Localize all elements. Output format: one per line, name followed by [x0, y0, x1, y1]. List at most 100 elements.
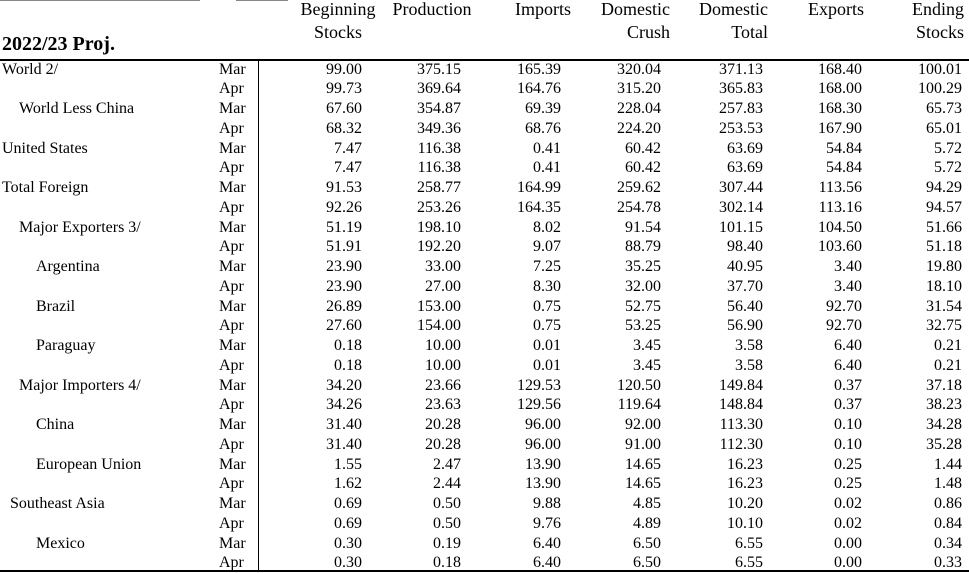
table-cell-value: 0.41	[533, 139, 561, 157]
table-cell-value: 4.89	[633, 514, 661, 532]
table-row-region-label: Southeast Asia	[10, 495, 105, 512]
table-cell-value: 104.50	[818, 218, 862, 236]
table-cell-value: 92.70	[826, 297, 862, 315]
header-top-rule-mid	[236, 0, 288, 1]
column-header-line1: Ending	[912, 0, 964, 19]
column-header-line1: Imports	[515, 0, 571, 19]
table-cell-value: 119.64	[617, 396, 661, 414]
table-cell-value: 2.47	[433, 455, 461, 473]
table-cell-value: 6.40	[834, 337, 862, 354]
table-cell-value: 37.18	[926, 376, 962, 394]
table-cell-value: 35.28	[926, 435, 962, 453]
table-cell-value: 320.04	[617, 60, 661, 78]
table-cell-value: 302.14	[719, 198, 763, 216]
table-cell-value: 14.65	[625, 455, 661, 473]
table-cell-value: 0.69	[334, 495, 362, 512]
table-cell-value: 167.90	[818, 119, 862, 137]
table-cell-value: 91.54	[625, 218, 661, 236]
table-cell-value: 16.23	[727, 455, 763, 473]
table-row-month: Mar	[219, 337, 246, 354]
table-cell-value: 0.02	[834, 495, 862, 512]
table-cell-value: 101.15	[719, 218, 763, 236]
table-cell-value: 68.32	[326, 119, 362, 137]
table-cell-value: 18.10	[926, 277, 962, 295]
table-cell-value: 253.53	[719, 119, 763, 137]
table-cell-value: 13.90	[525, 455, 561, 473]
table-cell-value: 0.41	[533, 159, 561, 177]
column-header-exports: Exports	[800, 0, 872, 21]
table-row-month: Mar	[219, 218, 246, 236]
table-cell-value: 53.25	[625, 317, 661, 335]
table-cell-value: 16.23	[727, 475, 763, 493]
table-cell-value: 7.47	[334, 159, 362, 177]
table-cell-value: 129.53	[517, 376, 561, 394]
table-row-region-label: Mexico	[36, 534, 85, 552]
month-column-divider	[258, 61, 259, 571]
table-cell-value: 0.34	[934, 534, 962, 552]
table-cell-value: 1.44	[934, 455, 962, 473]
table-cell-value: 257.83	[719, 100, 763, 117]
table-cell-value: 153.00	[417, 297, 461, 315]
table-cell-value: 0.21	[934, 337, 962, 354]
table-cell-value: 27.60	[326, 317, 362, 335]
column-header-line1: Exports	[808, 0, 864, 19]
column-header-ending-stocks: Ending Stocks	[896, 0, 964, 44]
table-cell-value: 3.58	[735, 337, 763, 354]
table-cell-value: 31.54	[926, 297, 962, 315]
table-cell-value: 7.25	[533, 258, 561, 275]
table-row-region-label: World Less China	[19, 100, 135, 117]
table-cell-value: 5.72	[934, 159, 962, 177]
table-cell-value: 99.00	[326, 60, 362, 78]
table-row-month: Mar	[219, 179, 246, 196]
table-cell-value: 369.64	[417, 80, 461, 98]
table-cell-value: 0.84	[934, 514, 962, 532]
table-cell-value: 31.40	[326, 435, 362, 453]
table-cell-value: 19.80	[926, 258, 962, 275]
table-row-month: Mar	[219, 376, 246, 394]
table-row-region-label: World 2/	[2, 60, 59, 78]
table-cell-value: 0.10	[834, 435, 862, 453]
table-row-region-label: Major Exporters 3/	[19, 218, 141, 236]
table-cell-value: 63.69	[727, 139, 763, 157]
table-row-month: Mar	[219, 534, 246, 552]
table-cell-value: 40.95	[727, 258, 763, 275]
table-cell-value: 10.00	[425, 356, 461, 374]
table-cell-value: 113.56	[818, 179, 862, 196]
table-cell-value: 129.56	[517, 396, 561, 414]
table-cell-value: 0.37	[834, 376, 862, 394]
column-header-line1: Production	[392, 0, 472, 19]
table-cell-value: 23.63	[425, 396, 461, 414]
table-cell-value: 9.88	[533, 495, 561, 512]
table-cell-value: 65.73	[926, 100, 962, 117]
table-cell-value: 65.01	[926, 119, 962, 137]
column-header-line1: Beginning	[300, 0, 376, 19]
table-cell-value: 0.00	[834, 534, 862, 552]
table-cell-value: 254.78	[617, 198, 661, 216]
table-cell-value: 3.40	[834, 258, 862, 275]
table-cell-value: 99.73	[326, 80, 362, 98]
table-cell-value: 3.45	[633, 356, 661, 374]
table-cell-value: 315.20	[617, 80, 661, 98]
table-cell-value: 0.01	[533, 337, 561, 354]
table-cell-value: 56.40	[727, 297, 763, 315]
table-cell-value: 34.28	[926, 416, 962, 433]
table-cell-value: 5.72	[934, 139, 962, 157]
table-cell-value: 60.42	[625, 139, 661, 157]
table-cell-value: 13.90	[525, 475, 561, 493]
table-cell-value: 96.00	[525, 416, 561, 433]
column-header-line2: Crush	[626, 22, 670, 42]
table-cell-value: 35.25	[625, 258, 661, 275]
table-cell-value: 56.90	[727, 317, 763, 335]
table-cell-value: 27.00	[425, 277, 461, 295]
table-cell-value: 0.18	[334, 356, 362, 374]
table-row-region-label: United States	[2, 139, 88, 157]
table-cell-value: 192.20	[417, 238, 461, 256]
table-cell-value: 307.44	[719, 179, 763, 196]
table-row-month: Mar	[219, 297, 246, 315]
table-cell-value: 8.30	[533, 277, 561, 295]
table-cell-value: 37.70	[727, 277, 763, 295]
table-cell-value: 120.50	[617, 376, 661, 394]
table-cell-value: 0.69	[334, 514, 362, 532]
table-row-region-label: Major Importers 4/	[19, 376, 141, 394]
